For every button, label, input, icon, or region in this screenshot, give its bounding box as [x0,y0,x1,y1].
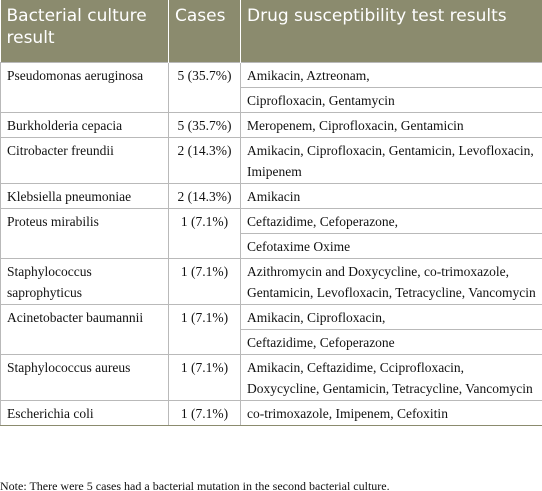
table-row: Acinetobacter baumannii 1 (7.1%) Amikacin,… [0,304,542,355]
cases-cell: 1 (7.1%) [168,208,241,259]
table-row: Pseudomonas aeruginosa 5 (35.7%) Amikacin,… [0,62,542,113]
results-cell: Meropenem, Ciprofloxacin, Gentamicin [240,112,542,138]
culture-cell: Klebsiella pneumoniae [0,183,169,209]
results-cell: co-trimoxazole, Imipenem, Cefoxitin [240,400,542,426]
results-cell: Ciprofloxacin, Gentamycin [240,87,542,113]
note: Note: There were 5 cases had a bacterial… [0,479,390,491]
results-cell: Amikacin [240,183,542,209]
table-row: Staphylococcus aureus 1 (7.1%) Amikacin, C… [0,354,542,401]
culture-cell: Proteus mirabilis [0,208,169,259]
results-cell: Amikacin, Ceftazidime, Cciprofloxacin, D… [240,354,542,401]
header-cell: Cases [168,0,241,63]
cases-cell: 1 (7.1%) [168,258,241,305]
table-row: Ciprofloxacin, Gentamycin [1,87,542,113]
results-cell: Azithromycin and Doxycycline, co-trimoxa… [240,258,542,305]
table-row: Burkholderia cepacia 5 (35.7%) Meropenem, … [0,112,542,138]
culture-cell: Staphylococcus saprophyticus [0,258,169,305]
cases-cell: 2 (14.3%) [168,183,241,209]
table-row: Cefotaxime Oxime [1,233,542,259]
culture-cell: Acinetobacter baumannii [0,304,169,355]
cases-cell: 1 (7.1%) [168,304,241,355]
cases-cell: 2 (14.3%) [168,137,241,184]
header-cell: Drug susceptibility test results [240,0,542,63]
cases-cell: 1 (7.1%) [168,354,241,401]
results-cell: Ceftazidime, Cefoperazone [240,329,542,355]
culture-cell: Pseudomonas aeruginosa [0,62,169,113]
culture-cell: Escherichia coli [0,400,169,426]
results-cell: Amikacin, Ciprofloxacin, Gentamicin, Lev… [240,137,542,184]
table: Bacterial culture result Cases Drug susc… [0,0,542,426]
results-cell: Amikacin, Aztreonam, [240,62,542,88]
header-cell: Bacterial culture result [0,0,169,63]
table-body: Pseudomonas aeruginosa 5 (35.7%) Amikacin,… [0,62,542,426]
results-cell: Amikacin, Ciprofloxacin, [240,304,542,330]
header-row: Bacterial culture result Cases Drug susc… [0,0,542,63]
table-row: Klebsiella pneumoniae 2 (14.3%) Amikacin [0,183,542,209]
table-row: Staphylococcus saprophyticus 1 (7.1%) Azit… [0,258,542,305]
results-cell: Ceftazidime, Cefoperazone, [240,208,542,234]
cases-cell: 1 (7.1%) [168,400,241,426]
table-row: Escherichia coli 1 (7.1%) co-trimoxazole, … [0,400,542,426]
culture-cell: Burkholderia cepacia [0,112,169,138]
table-row: Citrobacter freundii 2 (14.3%) Amikacin, C… [0,137,542,184]
cases-cell: 5 (35.7%) [168,112,241,138]
culture-cell: Staphylococcus aureus [0,354,169,401]
cases-cell: 5 (35.7%) [168,62,241,113]
results-cell: Cefotaxime Oxime [240,233,542,259]
table-row: Proteus mirabilis 1 (7.1%) Ceftazidime, Ce… [0,208,542,259]
culture-cell: Citrobacter freundii [0,137,169,184]
